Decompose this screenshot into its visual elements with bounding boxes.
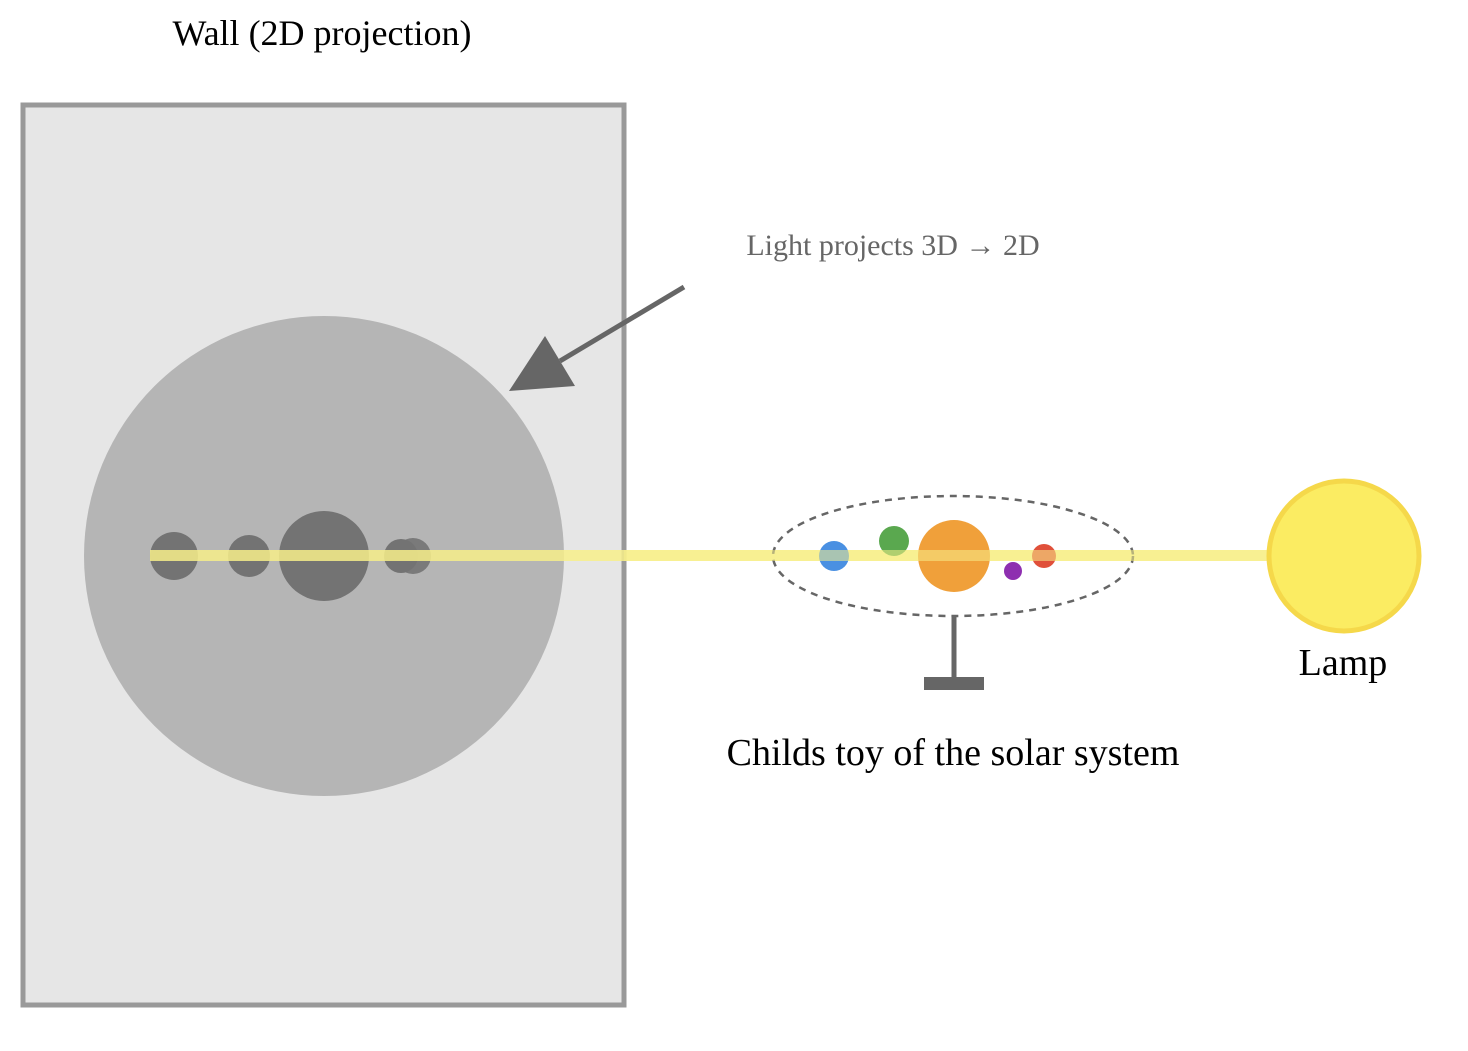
arrow-head [509,336,575,391]
toy-caption: Childs toy of the solar system [727,732,1180,774]
planet-purple [1004,562,1022,580]
light-beam-overlay [624,550,1270,561]
toy-stand-base [924,677,984,690]
planet-green [879,526,909,556]
lamp-bulb [1266,478,1422,634]
wall-title: Wall (2D projection) [172,13,471,53]
arrow-label: Light projects 3D → 2D [746,229,1039,262]
arrow-shaft [558,284,686,364]
lamp-label: Lamp [1299,642,1388,684]
